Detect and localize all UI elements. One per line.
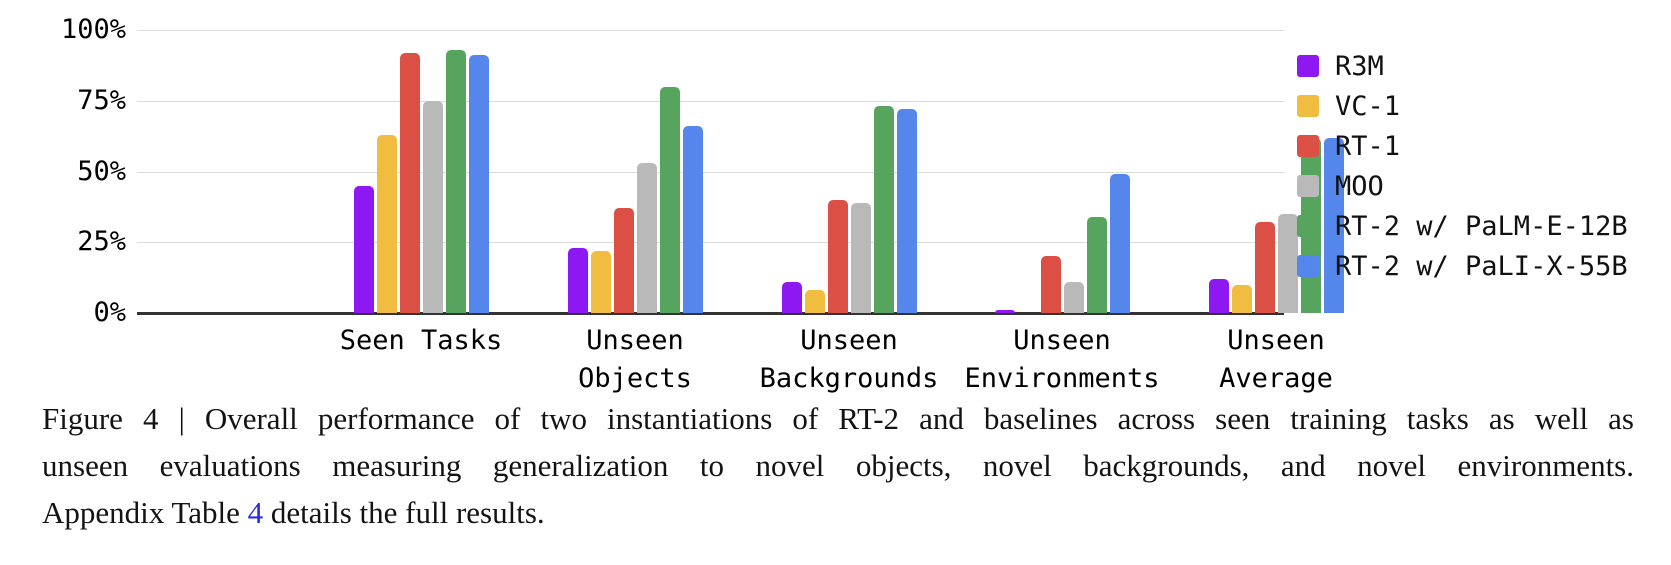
legend-item-rt-1: RT-1 [1297,126,1628,166]
x-category-label-1: Unseen Objects [465,322,805,398]
legend-item-r3m: R3M [1297,46,1628,86]
bar-moo [636,163,657,313]
x-category-label-0: Seen Tasks [251,322,591,360]
bar-vc-1 [590,250,611,313]
y-tick-label-0: 0% [93,297,126,328]
legend-swatch-icon [1297,175,1319,197]
x-category-label-line: Backgrounds [759,363,939,394]
legend-item-rt-2-w-palm-e-12b: RT-2 w/ PaLM-E-12B [1297,206,1628,246]
figure-caption: Figure 4 | Overall performance of two in… [42,395,1634,536]
bar-r3m [994,310,1015,313]
bar-rt-1 [827,199,848,313]
bar-rt-2-w-palm-e-12b [659,86,680,313]
caption-line-3-suffix: details the full results. [263,495,545,530]
bar-rt-2-w-pali-x-55b [682,126,703,313]
bar-r3m [567,247,588,313]
chart-legend: R3M VC-1 RT-1 MOO RT-2 w/ PaLM-E-12B RT-2 w/ … [1297,46,1628,286]
gridline-75 [137,100,1284,102]
legend-label: RT-1 [1335,130,1401,162]
bar-rt-2-w-pali-x-55b [1109,174,1130,313]
legend-label: RT-2 w/ PaLM-E-12B [1335,210,1628,242]
x-category-label-line: Average [1219,363,1333,394]
bar-rt-1 [1040,256,1061,313]
caption-line-1: Figure 4 | Overall performance of two in… [42,401,1634,436]
gridline-50 [137,171,1284,173]
y-tick-label-25: 25% [77,226,126,258]
x-category-label-line: Unseen [1013,325,1111,356]
bar-rt-2-w-pali-x-55b [468,55,489,313]
x-category-label-3: Unseen Environments [892,322,1232,398]
x-category-label-2: Unseen Backgrounds [679,322,1019,398]
bar-r3m [781,281,802,313]
bar-rt-1 [613,208,634,313]
legend-swatch-icon [1297,255,1319,277]
caption-line-2: unseen evaluations measuring generalizat… [42,448,1634,483]
bar-moo [1063,281,1084,313]
y-tick-label-100: 100% [60,14,126,45]
legend-item-rt-2-w-pali-x-55b: RT-2 w/ PaLI-X-55B [1297,246,1628,286]
legend-label: VC-1 [1335,90,1401,122]
bar-vc-1 [804,290,825,313]
bar-rt-2-w-pali-x-55b [896,109,917,313]
caption-line-3: Appendix Table 4 details the full result… [42,489,1634,536]
bar-group-3 [994,174,1130,313]
bar-rt-2-w-palm-e-12b [873,106,894,313]
bar-rt-2-w-palm-e-12b [445,49,466,313]
x-category-label-line: Environments [964,363,1160,394]
bar-rt-1 [1254,222,1275,313]
bar-rt-2-w-pali-x-55b [1323,137,1344,313]
bar-rt-2-w-palm-e-12b [1086,216,1107,313]
legend-item-vc-1: VC-1 [1297,86,1628,126]
bar-group-1 [567,86,703,313]
x-category-label-line: Unseen [586,325,684,356]
caption-line-3-prefix: Appendix Table [42,495,248,530]
bar-moo [1277,213,1298,313]
bar-vc-1 [376,134,397,313]
legend-swatch-icon [1297,55,1319,77]
x-category-label-line: Seen Tasks [339,325,503,356]
legend-label: MOO [1335,170,1384,202]
bar-r3m [1208,279,1229,313]
bar-group-2 [781,106,917,313]
x-category-label-line: Unseen [1227,325,1325,356]
plot-area [137,30,1344,315]
y-tick-label-50: 50% [77,155,126,187]
legend-swatch-icon [1297,215,1319,237]
appendix-table-link[interactable]: 4 [247,495,264,530]
y-tick-label-75: 75% [77,84,126,116]
legend-swatch-icon [1297,135,1319,157]
gridline-25 [137,242,1284,244]
bar-rt-1 [399,52,420,313]
bar-r3m [353,185,374,313]
bar-vc-1 [1231,284,1252,313]
gridline-100 [137,30,1284,31]
legend-label: R3M [1335,50,1384,82]
legend-label: RT-2 w/ PaLI-X-55B [1335,250,1628,282]
legend-item-moo: MOO [1297,166,1628,206]
bar-group-0 [353,49,489,313]
legend-swatch-icon [1297,95,1319,117]
bar-moo [422,100,443,313]
x-category-label-line: Objects [578,363,692,394]
bar-moo [850,202,871,313]
x-category-label-4: Unseen Average [1106,322,1446,398]
x-axis-line [137,312,1284,315]
x-category-label-line: Unseen [800,325,898,356]
